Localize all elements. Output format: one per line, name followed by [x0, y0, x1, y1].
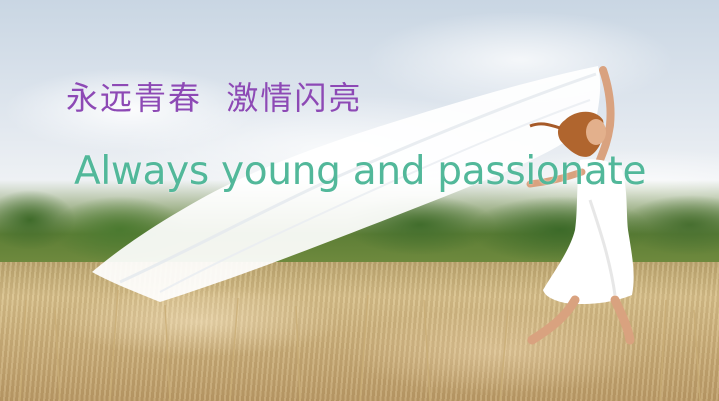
scarf-fold	[159, 99, 591, 293]
slogan-chinese: 永远青春 激情闪亮	[66, 79, 363, 117]
face	[586, 119, 606, 145]
leg-right	[610, 295, 635, 345]
white-scarf	[92, 66, 601, 302]
raised-arm	[596, 66, 615, 164]
leg-left	[527, 295, 580, 345]
dress-shadow	[588, 199, 617, 296]
scarf-fold	[119, 72, 597, 284]
lower-arm	[526, 168, 586, 188]
slogan-english: Always young and passionate	[74, 149, 647, 194]
hair-strands	[529, 122, 561, 130]
grass-stalks	[19, 289, 701, 401]
